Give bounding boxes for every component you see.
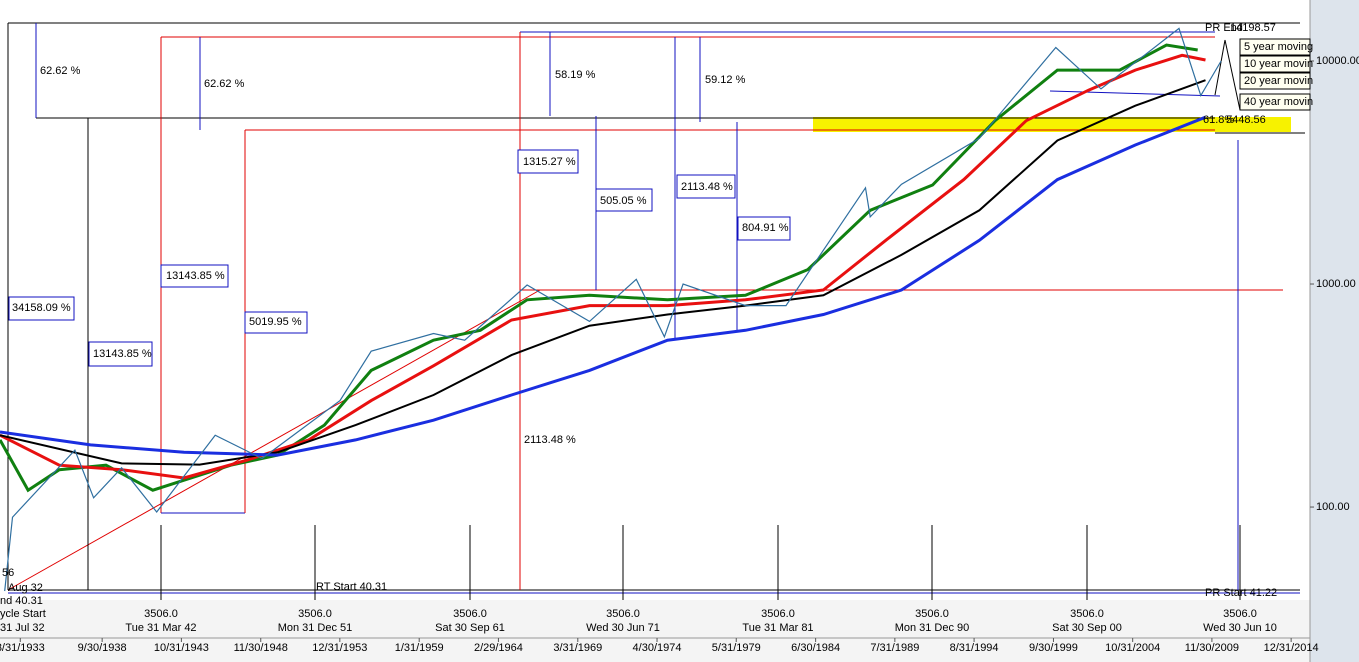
- cycle-date: Mon 31 Dec 90: [895, 622, 970, 634]
- x-tick-label: 6/30/1984: [791, 642, 840, 654]
- annotation: 13143.85 %: [93, 348, 152, 360]
- data-layer: [0, 27, 1222, 592]
- cycle-date: Wed 30 Jun 71: [586, 622, 660, 634]
- annotation: 59.12 %: [705, 74, 746, 86]
- cycle-value: 3506.0: [761, 608, 795, 620]
- bracket: [1224, 39, 1241, 111]
- y-tick-label: 1000.00: [1316, 278, 1356, 290]
- x-tick-label: 11/30/1948: [234, 642, 288, 654]
- x-tick-label: 7/31/1989: [870, 642, 919, 654]
- x-tick-label: 10/31/1943: [154, 642, 209, 654]
- cycle-value: 3506.0: [1223, 608, 1257, 620]
- annotation: Aug 32: [8, 582, 43, 594]
- annotation-box: [737, 216, 791, 241]
- annotation: PR Start 41.22: [1205, 587, 1277, 599]
- annotation-box: [676, 174, 736, 199]
- highlight-zone: [813, 117, 1291, 132]
- annotation: 1315.27 %: [523, 156, 576, 168]
- legend-box: [1239, 38, 1311, 56]
- annotation: 14198.57: [1230, 22, 1276, 34]
- x-tick-label: 10/31/2004: [1105, 642, 1160, 654]
- legend-box: [1239, 55, 1311, 73]
- annotation: 58.19 %: [555, 69, 596, 81]
- annotation: 505.05 %: [600, 195, 647, 207]
- annotation: PR End: [1205, 22, 1243, 34]
- legend-label: 20 year movin: [1244, 75, 1313, 87]
- annotation: 61.8%: [1203, 114, 1234, 126]
- x-tick-label: 9/30/1938: [78, 642, 127, 654]
- legend-label: 10 year movin: [1244, 58, 1313, 70]
- cycle-value: 3506.0: [1070, 608, 1104, 620]
- annotation-box: [88, 341, 153, 367]
- x-tick-label: 3/31/1933: [0, 642, 45, 654]
- cycle-value: 3506.0: [453, 608, 487, 620]
- annotation: 34158.09 %: [12, 302, 71, 314]
- legend-box: [1239, 93, 1311, 111]
- annotation: 804.91 %: [742, 222, 789, 234]
- trend-line: [7, 289, 541, 591]
- cycle-lines: [160, 525, 1241, 600]
- moving-average: [0, 79, 1206, 466]
- cycle-value: 3506.0: [144, 608, 178, 620]
- x-tick-label: 5/31/1979: [712, 642, 761, 654]
- annotation: 62.62 %: [204, 78, 245, 90]
- x-tick-label: 2/29/1964: [474, 642, 523, 654]
- annotation: 62.62 %: [40, 65, 81, 77]
- x-tick-label: 4/30/1974: [633, 642, 682, 654]
- annotation: 2113.48 %: [681, 181, 733, 193]
- cycle-date: Sat 30 Sep 00: [1052, 622, 1122, 634]
- x-tick-label: 12/31/2014: [1264, 642, 1319, 654]
- y-tick-label: 100.00: [1316, 501, 1350, 513]
- cycle-date: Sat 30 Sep 61: [435, 622, 505, 634]
- bracket: [1214, 39, 1226, 96]
- annotation: ycle Start: [0, 608, 46, 620]
- legend-label: 40 year movin: [1244, 96, 1313, 108]
- annotation: nd 40.31: [0, 595, 43, 607]
- cycle-value: 3506.0: [606, 608, 640, 620]
- cycle-value: 3506.0: [298, 608, 332, 620]
- x-tick-label: 3/31/1969: [553, 642, 602, 654]
- annotation: 56: [2, 567, 14, 579]
- cycle-date: Wed 30 Jun 10: [1203, 622, 1277, 634]
- annotation: 2113.48 %: [524, 434, 576, 446]
- annotation: 31 Jul 32: [0, 622, 45, 634]
- cycle-date: Mon 31 Dec 51: [278, 622, 353, 634]
- y-axis-panel: [1310, 0, 1359, 662]
- x-axis-panel: [0, 600, 1310, 662]
- annotation: RT Start 40.31: [316, 581, 387, 593]
- x-tick-label: 9/30/1999: [1029, 642, 1078, 654]
- x-tick-label: 1/31/1959: [395, 642, 444, 654]
- cycle-date: Tue 31 Mar 81: [742, 622, 813, 634]
- legend-box: [1239, 72, 1311, 90]
- moving-average: [0, 115, 1207, 457]
- legend-label: 5 year moving: [1244, 41, 1313, 53]
- measure-lines: [7, 22, 1305, 594]
- cycle-date: Tue 31 Mar 42: [125, 622, 196, 634]
- moving-average: [0, 43, 1198, 493]
- annotation-box: [517, 149, 579, 174]
- y-tick-label: 10000.00: [1316, 55, 1359, 67]
- annotation: 5448.56: [1226, 114, 1266, 126]
- annotation-box: [244, 311, 308, 334]
- annotation-box: [595, 188, 653, 212]
- annotation: 13143.85 %: [166, 270, 225, 282]
- level-line: [1049, 90, 1221, 97]
- x-tick-label: 11/30/2009: [1185, 642, 1239, 654]
- cycle-value: 3506.0: [915, 608, 949, 620]
- annotation-box: [160, 264, 229, 288]
- price-line: [4, 27, 1222, 592]
- moving-average: [0, 53, 1206, 480]
- annotation: 5019.95 %: [249, 316, 302, 328]
- annotation-box: [8, 296, 75, 321]
- x-tick-label: 12/31/1953: [312, 642, 367, 654]
- x-tick-label: 8/31/1994: [950, 642, 999, 654]
